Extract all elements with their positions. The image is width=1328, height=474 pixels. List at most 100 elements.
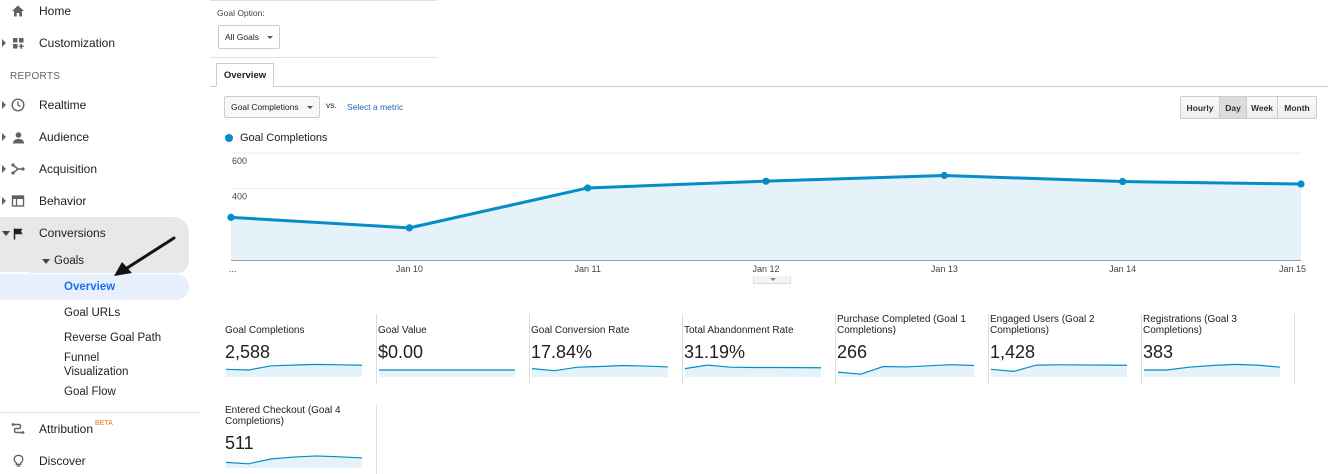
period-week-button[interactable]: Week [1247,97,1278,118]
expand-caret-icon [2,39,6,47]
scorecard[interactable]: Purchase Completed (Goal 1 Completions) 2… [837,314,989,384]
sidebar-item-audience[interactable]: Audience [0,121,189,153]
sidebar-item-funnel-visualization[interactable]: Funnel Visualization [64,352,129,378]
scorecard-title: Goal Completions [225,325,305,336]
sidebar-item-discover[interactable]: Discover [0,445,189,474]
metric-select-value: Goal Completions [231,102,299,112]
data-point [940,171,948,180]
x-tick-label: Jan 14 [1109,264,1136,274]
expand-caret-icon [2,197,6,205]
y-tick-label: 600 [232,156,247,166]
sidebar-item-attribution[interactable]: Attribution BETA [0,413,189,445]
main-content: Goal Option: All Goals Overview Goal Com… [210,0,1328,474]
dashboard-icon [10,35,26,51]
expand-caret-icon [2,133,6,141]
period-hourly-button[interactable]: Hourly [1181,97,1220,118]
legend-dot-icon [225,134,233,142]
scorecard[interactable]: Goal Completions 2,588 [225,314,377,384]
scorecard-sparkline [990,364,1128,377]
data-point [405,224,413,232]
goal-option-select[interactable]: All Goals [218,25,280,49]
scorecard-value: 1,428 [990,342,1036,362]
sidebar: Home Customization REPORTS Realtime Audi… [0,0,210,474]
period-month-button[interactable]: Month [1278,97,1316,118]
scorecard[interactable]: Entered Checkout (Goal 4 Completions) 511 [225,405,377,474]
acquisition-icon [10,161,26,177]
beta-badge: BETA [95,420,113,427]
sidebar-item-label: Realtime [39,98,87,112]
scorecard-sparkline [837,364,975,377]
period-day-button[interactable]: Day [1220,97,1247,118]
sidebar-item-goal-flow[interactable]: Goal Flow [64,386,116,398]
sidebar-item-realtime[interactable]: Realtime [0,89,189,121]
chevron-down-icon [770,278,776,281]
sparkline-line [990,364,1128,373]
sidebar-item-acquisition[interactable]: Acquisition [0,153,189,185]
sidebar-item-behavior[interactable]: Behavior [0,185,189,217]
sidebar-item-label: Discover [39,454,86,468]
y-tick-label: 400 [232,192,247,202]
scorecard-sparkline [531,364,669,377]
x-tick-label: Jan 11 [574,264,600,274]
sidebar-item-label: Audience [39,130,90,144]
sidebar-item-label: Acquisition [39,162,98,176]
goals-highlight [30,249,189,273]
collapse-caret-icon [2,230,10,236]
collapse-caret-icon [42,259,50,264]
sidebar-item-goal-urls[interactable]: Goal URLs [64,307,121,319]
home-icon [10,3,26,19]
goal-option-panel: Goal Option: All Goals [210,0,437,58]
scorecard-value: 2,588 [225,342,271,362]
scorecard-value: 17.84% [531,342,593,362]
arrow-pointer-icon [114,236,176,276]
sidebar-item-label: Behavior [39,194,87,208]
scorecard-sparkline [225,363,363,377]
x-tick-label: Jan 12 [752,264,779,274]
sparkline-area [379,370,515,377]
vs-label: vs. [326,100,337,110]
legend-label: Goal Completions [240,132,328,144]
sparkline-line [531,364,669,372]
scorecard[interactable]: Goal Conversion Rate 17.84% [531,314,683,384]
sidebar-item-home[interactable]: Home [0,0,189,27]
series-area [231,175,1301,260]
flag-icon [10,225,26,241]
scorecard-value: 31.19% [684,342,746,362]
sparkline-area [991,364,1127,377]
tab-overview[interactable]: Overview [216,63,274,87]
sidebar-item-conversions[interactable]: Conversions [0,217,189,249]
scorecard-title: Total Abandonment Rate [684,325,794,336]
scorecard-sparkline [1144,363,1281,377]
select-metric-link[interactable]: Select a metric [347,102,404,112]
sidebar-item-goals-overview[interactable]: Overview [64,281,116,293]
overview-highlight [0,274,189,300]
behavior-icon [10,193,26,209]
scorecard-title: Purchase Completed (Goal 1 Completions) [837,314,966,336]
scorecard[interactable]: Registrations (Goal 3 Completions) 383 [1143,314,1295,384]
data-point [1119,177,1127,186]
sparkline-area [1144,364,1280,377]
sparkline-area [532,365,668,377]
data-point [227,213,235,221]
sidebar-item-goals[interactable]: Goals [54,255,85,267]
metric-select[interactable]: Goal Completions [224,96,320,118]
sparkline-line [837,364,975,375]
sidebar-item-label: Home [39,4,72,18]
expand-caret-icon [2,101,6,109]
sparkline-line [225,363,363,371]
scorecard-sparkline [225,455,363,468]
chart-legend: Goal Completions [225,132,327,144]
scorecard[interactable]: Total Abandonment Rate 31.19% [684,314,836,384]
goal-option-label: Goal Option: [217,8,265,18]
x-tick-label: Jan 13 [931,264,958,274]
sidebar-item-label: Customization [39,36,116,50]
scorecard[interactable]: Engaged Users (Goal 2 Completions) 1,428 [990,314,1142,384]
sidebar-item-customization[interactable]: Customization [0,27,189,59]
sidebar-item-reverse-goal-path[interactable]: Reverse Goal Path [64,332,162,344]
goal-option-value: All Goals [225,32,260,42]
scorecard[interactable]: Goal Value $0.00 [378,314,530,384]
data-point [584,184,592,192]
chart-resize-handle[interactable] [753,276,791,284]
clock-icon [10,97,26,113]
